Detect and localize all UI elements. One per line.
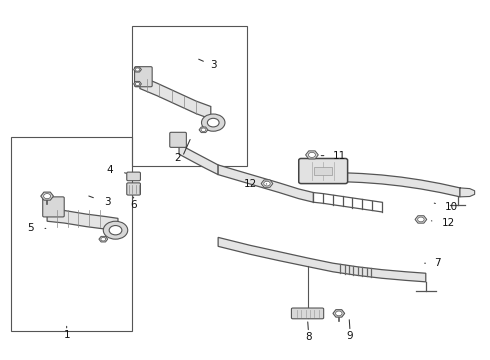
Polygon shape (218, 165, 314, 202)
Bar (315, 167, 332, 175)
Circle shape (201, 128, 206, 131)
Polygon shape (140, 76, 211, 119)
Polygon shape (134, 67, 142, 72)
Text: 1: 1 (63, 330, 70, 340)
Text: 3: 3 (104, 197, 111, 207)
Bar (132, 26, 247, 166)
Bar (11, 137, 132, 330)
Polygon shape (199, 127, 208, 132)
Polygon shape (345, 173, 460, 197)
Circle shape (417, 217, 424, 222)
Circle shape (207, 118, 219, 127)
FancyBboxPatch shape (43, 197, 64, 217)
Circle shape (201, 114, 225, 131)
Circle shape (44, 194, 50, 199)
Polygon shape (99, 237, 108, 242)
Polygon shape (41, 192, 53, 200)
Polygon shape (47, 209, 118, 231)
FancyBboxPatch shape (170, 132, 186, 147)
Polygon shape (333, 310, 344, 317)
FancyBboxPatch shape (135, 67, 152, 87)
Circle shape (109, 226, 122, 235)
Text: 4: 4 (106, 165, 113, 175)
Text: 12: 12 (244, 179, 257, 189)
Text: 9: 9 (347, 331, 353, 341)
Circle shape (135, 68, 140, 71)
Circle shape (135, 82, 140, 85)
Text: 5: 5 (27, 224, 34, 233)
Circle shape (101, 237, 106, 241)
Circle shape (336, 311, 342, 316)
Text: 2: 2 (174, 153, 181, 163)
Polygon shape (134, 81, 142, 86)
Text: 12: 12 (441, 218, 455, 228)
Text: 8: 8 (305, 332, 312, 342)
FancyBboxPatch shape (299, 158, 347, 184)
Text: 7: 7 (435, 258, 441, 268)
Text: 11: 11 (333, 150, 346, 161)
Text: 6: 6 (130, 200, 137, 210)
Polygon shape (306, 151, 318, 159)
Polygon shape (261, 180, 273, 187)
Polygon shape (179, 144, 218, 175)
FancyBboxPatch shape (127, 183, 141, 195)
Text: 10: 10 (444, 202, 458, 212)
Circle shape (308, 152, 316, 157)
Circle shape (103, 221, 128, 239)
Circle shape (264, 181, 270, 186)
Polygon shape (415, 216, 427, 223)
FancyBboxPatch shape (292, 308, 324, 319)
Text: 3: 3 (210, 60, 217, 70)
Polygon shape (460, 188, 475, 197)
FancyBboxPatch shape (127, 172, 141, 181)
Polygon shape (218, 237, 426, 282)
